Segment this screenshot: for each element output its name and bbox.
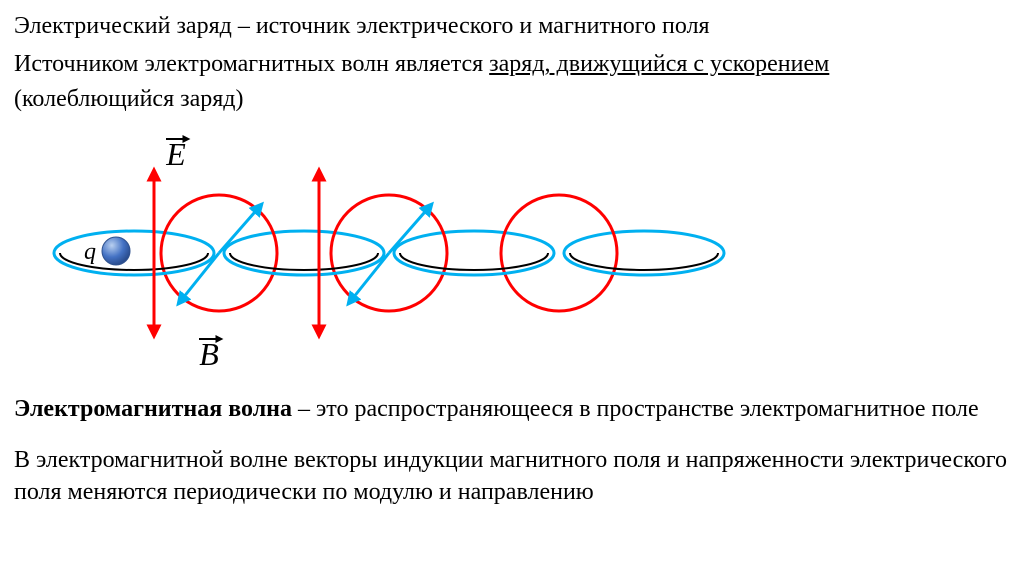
text-line-2-underlined: заряд, движущийся с ускорением	[489, 51, 829, 77]
definition-bold: Электромагнитная волна	[14, 396, 292, 422]
text-line-2-prefix: Источником электромагнитных волн являетс…	[14, 51, 489, 77]
bottom-text-content: В электромагнитной волне векторы индукци…	[14, 447, 1007, 505]
svg-text:B: B	[199, 336, 219, 372]
svg-text:q: q	[84, 239, 96, 265]
text-line-3-content: (колеблющийся заряд)	[14, 86, 244, 112]
diagram-container: E Bq	[14, 123, 1010, 383]
text-line-1: Электрический заряд – источник электриче…	[14, 10, 1010, 42]
bottom-text: В электромагнитной волне векторы индукци…	[14, 444, 1010, 509]
em-wave-diagram: E Bq	[14, 123, 894, 383]
svg-text:E: E	[165, 136, 186, 172]
definition-rest: – это распространяющееся в пространстве …	[292, 396, 979, 422]
text-line-3: (колеблющийся заряд)	[14, 83, 1010, 115]
definition-block: Электромагнитная волна – это распростран…	[14, 393, 1010, 425]
text-line-1-content: Электрический заряд – источник электриче…	[14, 13, 710, 39]
page: Электрический заряд – источник электриче…	[0, 0, 1024, 574]
text-line-2: Источником электромагнитных волн являетс…	[14, 48, 1010, 80]
